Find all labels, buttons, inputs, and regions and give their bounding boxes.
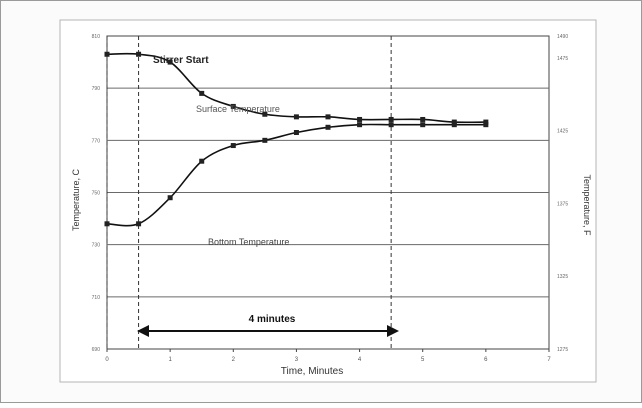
y-tick-label-left: 750 — [92, 191, 101, 197]
y-tick-label-left: 790 — [92, 86, 101, 92]
data-point-bottom — [199, 159, 204, 164]
data-point-bottom — [389, 122, 394, 127]
y-tick-label-right: 1490 — [557, 34, 568, 40]
data-point-bottom — [105, 221, 110, 226]
data-point-bottom — [483, 122, 488, 127]
annotation-duration: 4 minutes — [249, 314, 296, 325]
y-tick-label-right: 1325 — [557, 274, 568, 280]
data-point-bottom — [136, 221, 141, 226]
y-axis-left-label: Temperature, C — [71, 168, 81, 231]
annotation-stirrer-start: Stirrer Start — [153, 55, 209, 66]
y-tick-label-right: 1425 — [557, 129, 568, 135]
data-point-surface — [357, 117, 362, 122]
data-point-surface — [105, 52, 110, 57]
y-tick-label-right: 1475 — [557, 56, 568, 62]
data-point-bottom — [294, 130, 299, 135]
data-point-bottom — [357, 122, 362, 127]
y-tick-label-right: 1275 — [557, 347, 568, 353]
data-point-bottom — [262, 138, 267, 143]
data-point-surface — [326, 114, 331, 119]
data-point-surface — [420, 117, 425, 122]
data-point-surface — [294, 114, 299, 119]
data-point-surface — [199, 91, 204, 96]
x-axis-label: Time, Minutes — [281, 366, 343, 377]
y-tick-label-right: 1375 — [557, 201, 568, 207]
data-point-bottom — [326, 125, 331, 130]
data-point-bottom — [168, 195, 173, 200]
y-axis-right-label: Temperature, F — [582, 174, 592, 236]
data-point-bottom — [231, 143, 236, 148]
y-tick-label-left: 710 — [92, 295, 101, 301]
data-point-surface — [389, 117, 394, 122]
y-tick-label-left: 770 — [92, 138, 101, 144]
annotation-bottom-temperature: Bottom Temperature — [208, 237, 289, 247]
data-point-surface — [136, 52, 141, 57]
y-tick-label-left: 810 — [92, 34, 101, 40]
data-point-bottom — [420, 122, 425, 127]
y-tick-label-left: 730 — [92, 243, 101, 249]
annotation-surface-temperature: Surface Temperature — [196, 104, 280, 114]
y-tick-label-left: 690 — [92, 347, 101, 353]
data-point-bottom — [452, 122, 457, 127]
